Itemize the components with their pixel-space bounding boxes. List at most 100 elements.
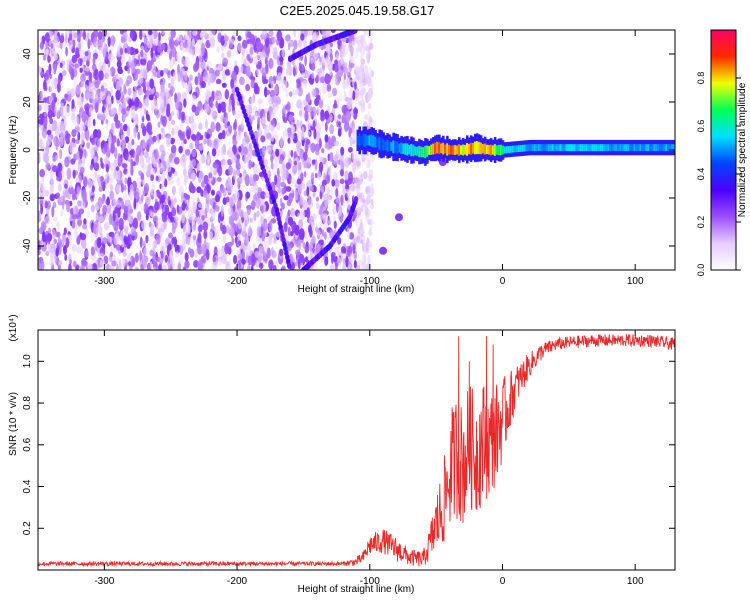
noise-cell bbox=[66, 167, 72, 180]
noise-cell bbox=[156, 54, 161, 61]
noise-cell bbox=[107, 36, 111, 47]
noise-cell bbox=[140, 263, 144, 270]
noise-cell bbox=[295, 189, 299, 201]
noise-cell bbox=[290, 207, 295, 217]
noise-cell bbox=[306, 207, 311, 219]
noise-cell bbox=[39, 139, 44, 150]
noise-cell bbox=[127, 142, 133, 150]
noise-cell bbox=[228, 196, 234, 208]
noise-cell bbox=[185, 233, 189, 245]
noise-cell bbox=[233, 223, 236, 229]
noise-cell bbox=[180, 72, 184, 83]
noise-cell bbox=[160, 81, 165, 93]
noise-cell bbox=[213, 139, 218, 146]
noise-cell bbox=[250, 200, 257, 208]
colorbar-ticks: 0.0 0.2 0.4 0.6 0.8 bbox=[696, 72, 741, 276]
noise-cell bbox=[92, 56, 96, 67]
carrier-core bbox=[653, 144, 656, 152]
noise-cell bbox=[81, 189, 87, 201]
noise-cell bbox=[101, 237, 108, 245]
noise-cell bbox=[313, 51, 319, 60]
noise-cell bbox=[127, 87, 132, 97]
noise-cell bbox=[221, 52, 225, 59]
noise-cell bbox=[152, 99, 158, 108]
noise-cell bbox=[96, 236, 102, 249]
noise-cell bbox=[145, 89, 151, 97]
noise-cell bbox=[223, 35, 229, 42]
noise-cell bbox=[224, 88, 230, 100]
noise-cell bbox=[65, 133, 71, 139]
noise-cell bbox=[232, 31, 237, 38]
noise-cell bbox=[116, 184, 122, 194]
noise-cell bbox=[370, 203, 375, 210]
carrier-core bbox=[372, 135, 375, 148]
carrier-core bbox=[356, 135, 359, 146]
noise-cell bbox=[173, 171, 178, 177]
noise-cell bbox=[91, 184, 95, 193]
noise-cell bbox=[252, 173, 258, 182]
noise-cell bbox=[62, 69, 67, 76]
noise-cell bbox=[302, 79, 308, 89]
spectrogram-y-label: Frequency (Hz) bbox=[8, 116, 19, 185]
noise-cell bbox=[212, 110, 218, 121]
noise-cell bbox=[165, 160, 171, 168]
carrier-core bbox=[569, 144, 572, 152]
noise-cell bbox=[115, 89, 122, 101]
noise-cell bbox=[344, 157, 350, 168]
noise-cell bbox=[342, 79, 347, 90]
noise-cell bbox=[369, 153, 375, 163]
noise-cell bbox=[181, 57, 185, 65]
x-tick-label: 100 bbox=[627, 276, 644, 287]
noise-cell bbox=[205, 183, 211, 194]
noise-cell bbox=[101, 197, 105, 204]
noise-cell bbox=[209, 73, 215, 84]
noise-cell bbox=[325, 77, 331, 84]
noise-cell bbox=[359, 192, 365, 200]
noise-cell bbox=[331, 253, 334, 264]
noise-cell bbox=[229, 150, 234, 159]
noise-cell bbox=[311, 213, 317, 221]
noise-cell bbox=[322, 30, 327, 36]
noise-cell bbox=[76, 185, 81, 196]
noise-cell bbox=[273, 101, 279, 112]
carrier-core bbox=[434, 142, 437, 155]
noise-cell bbox=[342, 66, 349, 75]
noise-cell bbox=[190, 196, 196, 203]
noise-cell bbox=[228, 124, 233, 134]
carrier-core bbox=[665, 144, 668, 152]
noise-cell bbox=[218, 259, 224, 265]
carrier-core bbox=[635, 144, 638, 152]
noise-cell bbox=[71, 244, 77, 252]
noise-cell bbox=[209, 167, 213, 173]
noise-cell bbox=[145, 234, 149, 244]
carrier-core bbox=[513, 145, 517, 153]
noise-cell bbox=[281, 66, 285, 77]
noise-cell bbox=[287, 216, 294, 226]
x-tick-label: 0 bbox=[500, 276, 506, 287]
noise-cell bbox=[135, 59, 139, 65]
noise-cell bbox=[276, 167, 280, 178]
noise-cell bbox=[114, 147, 118, 160]
noise-cell bbox=[194, 138, 200, 150]
carrier-core bbox=[511, 145, 515, 153]
noise-cell bbox=[311, 72, 315, 79]
noise-cell bbox=[203, 174, 209, 185]
noise-cell bbox=[313, 185, 317, 193]
noise-cell bbox=[57, 183, 62, 192]
noise-cell bbox=[45, 162, 51, 170]
noise-cell bbox=[281, 187, 286, 195]
carrier-core bbox=[589, 144, 592, 152]
noise-cell bbox=[203, 138, 208, 145]
noise-cell bbox=[270, 153, 274, 163]
x-tick-label: 100 bbox=[627, 576, 644, 587]
noise-cell bbox=[215, 90, 220, 97]
noise-cell bbox=[220, 35, 225, 46]
noise-cell bbox=[80, 132, 86, 140]
carrier-core bbox=[583, 144, 586, 152]
noise-cell bbox=[260, 215, 264, 227]
noise-cell bbox=[134, 252, 139, 263]
noise-cell bbox=[112, 210, 116, 222]
noise-cell bbox=[282, 116, 288, 124]
noise-cell bbox=[134, 48, 139, 54]
noise-cell bbox=[338, 121, 341, 127]
